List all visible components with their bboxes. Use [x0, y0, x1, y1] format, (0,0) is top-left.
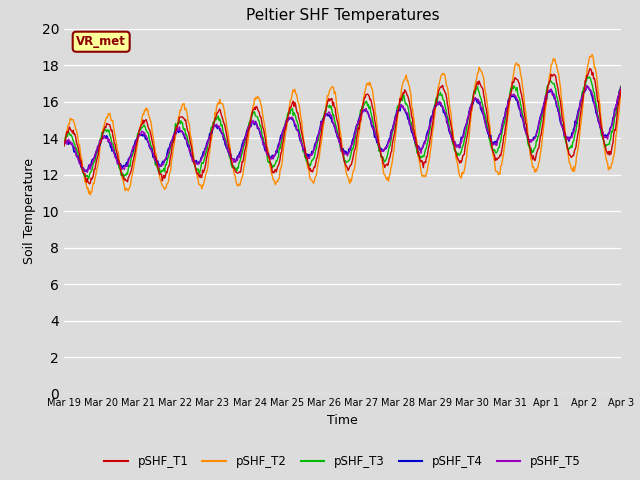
X-axis label: Time: Time	[327, 414, 358, 427]
Title: Peltier SHF Temperatures: Peltier SHF Temperatures	[246, 9, 439, 24]
Text: VR_met: VR_met	[76, 35, 126, 48]
Legend: pSHF_T1, pSHF_T2, pSHF_T3, pSHF_T4, pSHF_T5: pSHF_T1, pSHF_T2, pSHF_T3, pSHF_T4, pSHF…	[100, 451, 585, 473]
Y-axis label: Soil Temperature: Soil Temperature	[23, 158, 36, 264]
